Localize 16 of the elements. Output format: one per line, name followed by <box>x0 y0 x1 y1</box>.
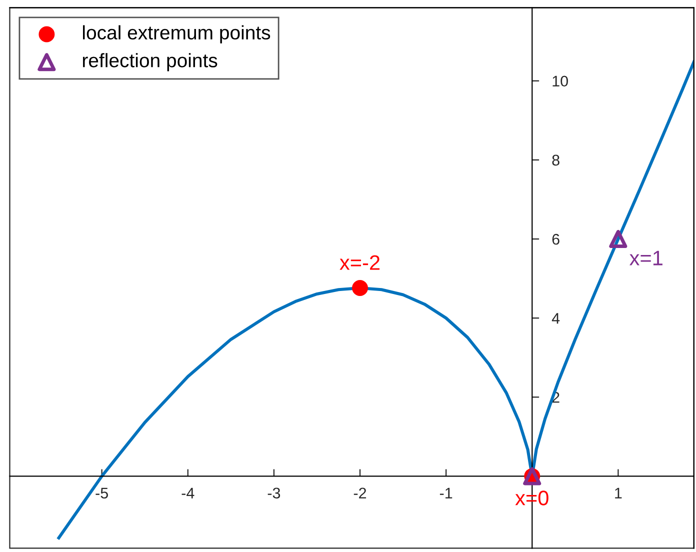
x-tick-label: -3 <box>268 488 280 499</box>
point <box>609 230 628 248</box>
legend-label: local extremum points <box>83 25 270 44</box>
y-tick-label: 8 <box>552 154 560 166</box>
x-tick-label: -4 <box>182 488 194 498</box>
point <box>352 280 368 296</box>
y-tick-label: 4 <box>552 313 560 324</box>
x-tick-label: -1 <box>440 488 452 498</box>
annotation: x=1 <box>630 250 662 266</box>
annotation: x=-2 <box>340 255 380 270</box>
legend-label: reflection points <box>82 53 218 72</box>
x-tick-label: -2 <box>354 488 366 498</box>
x-tick-label: 1 <box>615 488 622 498</box>
y-tick-label: 10 <box>552 76 568 87</box>
y-tick-label: 6 <box>552 234 560 245</box>
x-tick-label: -5 <box>96 488 108 499</box>
